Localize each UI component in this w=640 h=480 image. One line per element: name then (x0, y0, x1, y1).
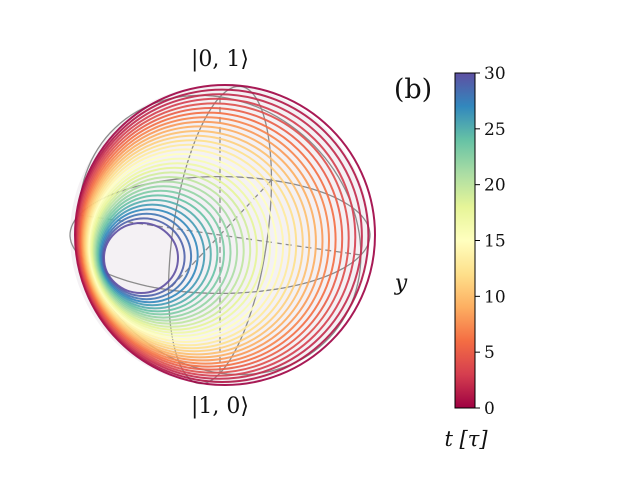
trajectory-turn (85, 139, 298, 350)
colorbar-tick-label: 5 (484, 343, 495, 363)
trajectory-turn (94, 180, 239, 322)
trajectory-turn (82, 125, 317, 359)
colorbar-gradient (454, 72, 476, 409)
bottom-state-label: |1, 0⟩ (191, 394, 249, 419)
trajectory-turn (102, 217, 186, 298)
trajectory-turn (76, 97, 357, 377)
colorbar-tick-label: 10 (484, 287, 506, 307)
colorbar-label: t [τ] (444, 427, 488, 451)
trajectory-turn (75, 93, 363, 380)
trajectory-turn (90, 162, 265, 334)
trajectory-turn (81, 120, 324, 362)
trajectory-turn (79, 111, 337, 368)
trajectory-turn (84, 134, 304, 353)
panel-label: (b) (394, 74, 432, 105)
colorbar-tick-label: 20 (484, 176, 506, 196)
trajectory-turn (99, 203, 206, 307)
state-trajectory (74, 84, 376, 386)
trajectory-turn (103, 222, 179, 294)
colorbar-tick-label: 0 (484, 399, 495, 419)
colorbar: 0 5 10 15 20 25 30 t [τ] (444, 64, 505, 451)
colorbar-tick-label: 15 (484, 232, 506, 252)
trajectory-turn (93, 176, 245, 325)
trajectory-turn (97, 194, 219, 313)
trajectory-turn (100, 208, 199, 304)
bloch-sphere (69, 84, 376, 386)
trajectory-turn (91, 166, 258, 331)
top-state-label: |0, 1⟩ (191, 47, 249, 72)
trajectory-turn (96, 189, 226, 316)
colorbar-ticks: 0 5 10 15 20 25 30 (475, 64, 506, 419)
trajectory-turn (78, 107, 344, 371)
trajectory-turn (88, 153, 278, 340)
colorbar-tick-label: 30 (484, 64, 506, 84)
trajectory-turn (87, 148, 285, 343)
trajectory-turn (74, 84, 376, 386)
colorbar-tick-label: 25 (484, 120, 506, 140)
y-axis-label: y (394, 271, 408, 296)
